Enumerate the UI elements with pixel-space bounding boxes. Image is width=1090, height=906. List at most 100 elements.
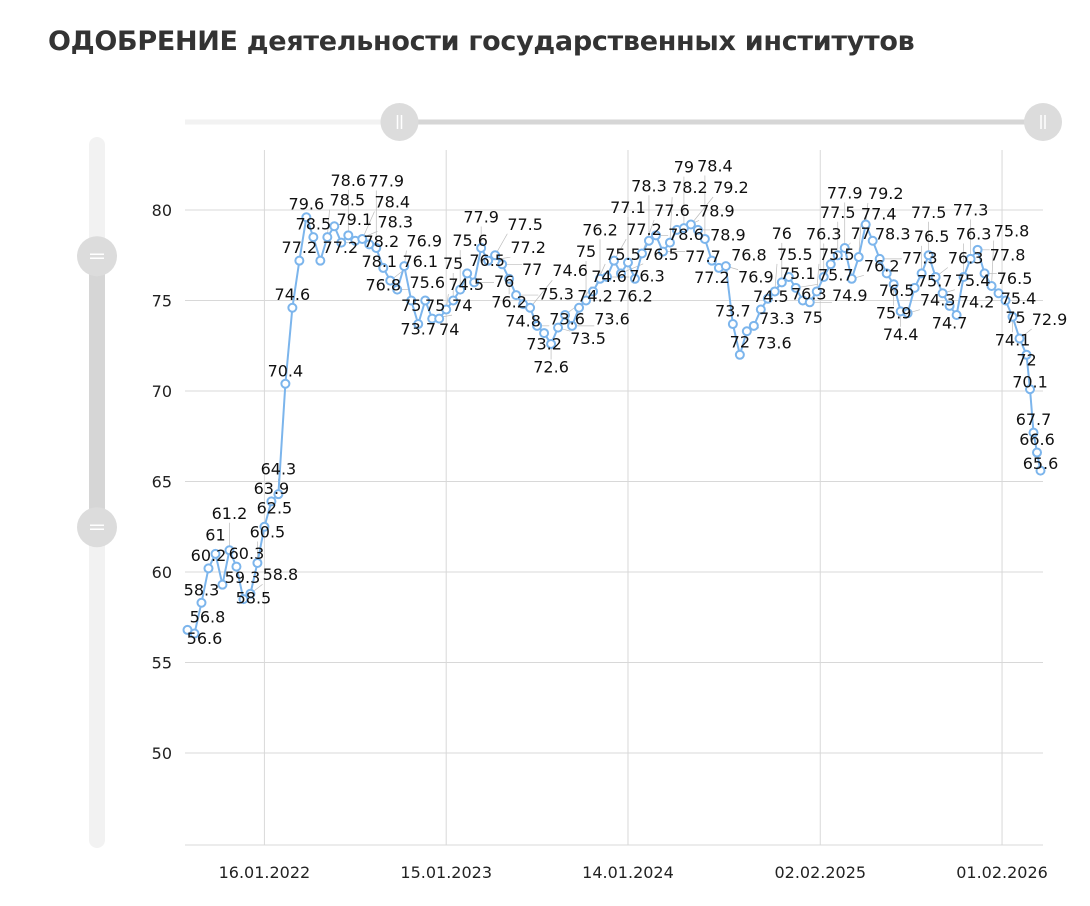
data-label: 77.5 xyxy=(911,203,947,222)
data-point xyxy=(476,243,487,254)
data-label: 77.5 xyxy=(507,215,543,234)
data-point xyxy=(189,628,200,639)
data-label: 73.6 xyxy=(594,309,630,328)
slider-handle[interactable] xyxy=(77,236,117,277)
data-point xyxy=(657,246,668,257)
data-point xyxy=(273,489,284,500)
data-point xyxy=(357,233,368,244)
data-point xyxy=(867,235,878,246)
data-point xyxy=(574,302,585,313)
data-label: 78.5 xyxy=(296,215,332,234)
slider-handle[interactable] xyxy=(77,507,117,548)
data-label-leader xyxy=(669,197,673,243)
data-point xyxy=(720,261,731,272)
y-axis: 50 55 60 65 70 75 80 xyxy=(152,201,172,763)
data-label: 76.5 xyxy=(879,281,915,300)
data-point xyxy=(420,295,431,306)
data-label: 78.9 xyxy=(710,225,746,244)
data-label: 76.2 xyxy=(582,220,618,239)
data-point xyxy=(399,261,410,272)
data-label: 75.9 xyxy=(876,304,912,323)
data-point xyxy=(1007,311,1018,322)
data-label: 75.1 xyxy=(780,264,816,283)
data-label: 75 xyxy=(401,296,421,315)
data-label: 75 xyxy=(803,308,823,327)
data-label: 73.7 xyxy=(400,320,436,339)
data-label: 75.6 xyxy=(409,273,445,292)
y-tick-label: 65 xyxy=(152,473,172,492)
data-label: 62.5 xyxy=(257,498,293,517)
data-label: 76 xyxy=(494,272,514,291)
data-point xyxy=(455,284,466,295)
data-label: 77.2 xyxy=(282,238,318,257)
data-label: 79.1 xyxy=(337,210,373,229)
data-point xyxy=(965,253,976,264)
data-label: 74.3 xyxy=(920,291,956,310)
x-tick-label: 16.01.2022 xyxy=(219,863,311,882)
data-point xyxy=(685,219,696,230)
data-point xyxy=(581,295,592,306)
data-point xyxy=(839,243,850,254)
y-tick-label: 75 xyxy=(152,292,172,311)
data-point xyxy=(846,273,857,284)
data-point xyxy=(790,282,801,293)
data-point xyxy=(259,521,270,532)
grid xyxy=(185,150,1043,846)
data-point xyxy=(497,259,508,270)
data-point xyxy=(469,277,480,288)
y-tick-label: 50 xyxy=(152,744,172,763)
data-point xyxy=(462,268,473,279)
data-point xyxy=(203,563,214,574)
data-point xyxy=(853,252,864,263)
data-label: 76.3 xyxy=(956,224,992,243)
data-label: 74.6 xyxy=(552,261,588,280)
horizontal-range-slider[interactable] xyxy=(185,103,1062,141)
data-label: 76.5 xyxy=(469,251,505,270)
data-label: 60.3 xyxy=(229,544,265,563)
data-point xyxy=(951,309,962,320)
data-point xyxy=(539,328,550,339)
data-label: 74.5 xyxy=(448,275,484,294)
vertical-range-slider[interactable] xyxy=(77,137,117,848)
data-point xyxy=(329,221,340,232)
data-point xyxy=(902,308,913,319)
data-labels: 56.8 56.6 58.3 60.2 61 59.3 61.2 60.3 58.5 58.8 60… xyxy=(184,156,1068,648)
data-label: 78.1 xyxy=(361,252,397,271)
data-label: 72.6 xyxy=(533,357,569,376)
data-label: 77.4 xyxy=(861,205,897,224)
data-label: 74.4 xyxy=(883,325,919,344)
data-point xyxy=(1021,349,1032,360)
data-label: 58.3 xyxy=(184,580,220,599)
data-point xyxy=(406,295,417,306)
data-label: 72 xyxy=(730,332,750,351)
data-label: 75.4 xyxy=(955,271,991,290)
data-point xyxy=(385,275,396,286)
series-line xyxy=(182,212,1046,639)
data-label: 56.8 xyxy=(190,607,226,626)
data-label: 70.1 xyxy=(1012,373,1048,392)
data-point xyxy=(560,309,571,320)
data-label: 76.2 xyxy=(491,292,527,311)
data-point xyxy=(972,244,983,255)
data-point xyxy=(392,284,403,295)
chart-title: ОДОБРЕНИЕ деятельности государственных и… xyxy=(48,26,915,57)
data-point xyxy=(636,248,647,259)
data-label: 76.5 xyxy=(643,245,679,264)
data-point xyxy=(567,320,578,331)
data-point xyxy=(916,268,927,279)
x-tick-label: 02.02.2025 xyxy=(774,863,866,882)
data-label: 74 xyxy=(439,320,459,339)
data-point xyxy=(741,326,752,337)
data-point xyxy=(245,588,256,599)
data-label: 78.5 xyxy=(330,191,366,210)
slider-handle[interactable] xyxy=(380,103,419,141)
data-point xyxy=(643,235,654,246)
data-point xyxy=(944,300,955,311)
data-label: 77.2 xyxy=(694,268,730,287)
data-point xyxy=(252,557,263,568)
data-label: 77.2 xyxy=(323,238,359,257)
slider-handle[interactable] xyxy=(1024,103,1062,141)
data-point xyxy=(602,271,613,282)
data-label: 77.9 xyxy=(827,184,863,203)
data-label: 67.7 xyxy=(1016,410,1052,429)
